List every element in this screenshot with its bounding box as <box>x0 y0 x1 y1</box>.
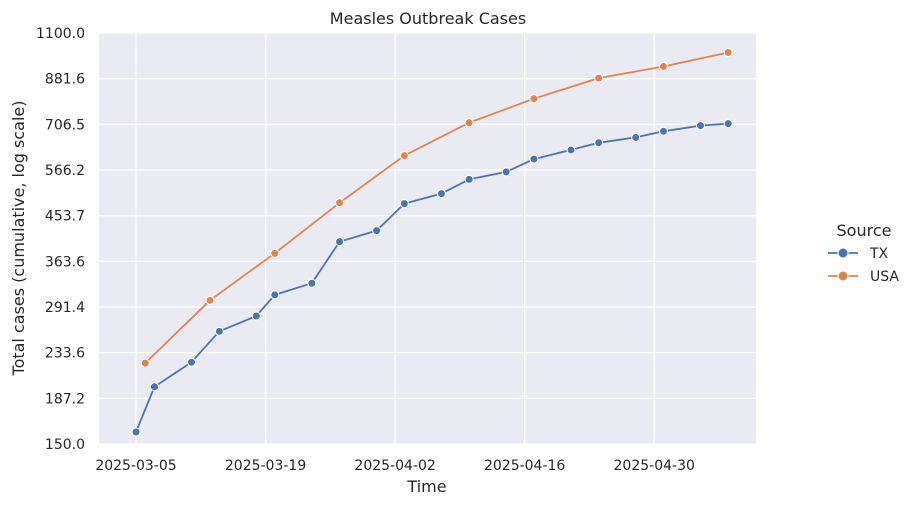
x-tick-label: 2025-03-19 <box>225 458 306 474</box>
data-point-tx <box>631 132 641 142</box>
data-point-tx <box>658 126 668 136</box>
data-point-tx <box>594 138 604 148</box>
x-tick-label: 2025-03-05 <box>95 458 176 474</box>
legend: Source TX USA <box>828 221 899 285</box>
data-point-usa <box>529 94 539 104</box>
y-tick-label: 150.0 <box>45 437 85 453</box>
y-tick-label: 453.7 <box>45 209 85 225</box>
data-point-tx <box>436 189 446 199</box>
data-point-tx <box>335 237 345 247</box>
series-line-usa <box>144 51 729 364</box>
legend-items: TX USA <box>828 246 899 285</box>
x-tick-label: 2025-04-30 <box>614 458 695 474</box>
data-point-tx <box>307 278 317 288</box>
data-point-tx <box>566 145 576 155</box>
chart-title: Measles Outbreak Cases <box>330 9 526 28</box>
plot-area <box>99 33 756 444</box>
data-point-tx <box>695 121 705 131</box>
legend-marker <box>837 270 849 282</box>
y-tick-label: 706.5 <box>45 117 85 133</box>
x-tick-labels: 2025-03-05 2025-03-19 2025-04-02 2025-04-16… <box>95 458 695 474</box>
data-point-usa <box>335 198 345 208</box>
data-point-tx <box>214 326 224 336</box>
data-point-tx <box>723 119 733 129</box>
y-gridlines <box>99 32 756 445</box>
y-tick-label: 363.6 <box>45 254 85 270</box>
data-point-usa <box>399 151 409 161</box>
data-point-usa <box>594 73 604 83</box>
series-lines <box>135 51 729 433</box>
series-points <box>131 47 733 437</box>
legend-marker <box>837 247 849 259</box>
data-point-tx <box>372 226 382 236</box>
x-tick-label: 2025-04-16 <box>484 458 565 474</box>
y-tick-label: 233.6 <box>45 346 85 362</box>
data-point-usa <box>205 295 215 305</box>
data-point-tx <box>131 427 141 437</box>
data-point-usa <box>464 118 474 128</box>
x-axis-label: Time <box>406 477 446 496</box>
y-tick-label: 291.4 <box>45 300 85 316</box>
data-point-tx <box>150 382 160 392</box>
data-point-tx <box>251 311 261 321</box>
legend-title: Source <box>837 221 892 240</box>
series-line-tx <box>135 122 729 433</box>
data-point-tx <box>464 174 474 184</box>
data-point-usa <box>140 358 150 368</box>
data-point-tx <box>270 290 280 300</box>
data-point-usa <box>658 62 668 72</box>
data-point-tx <box>187 357 197 367</box>
data-point-usa <box>270 248 280 258</box>
y-tick-label: 1100.0 <box>36 26 85 42</box>
y-tick-label: 566.2 <box>45 163 85 179</box>
legend-item-tx: TX <box>828 246 889 262</box>
legend-item-usa: USA <box>828 269 899 285</box>
data-point-tx <box>529 154 539 164</box>
y-tick-labels: 150.0 187.2 233.6 291.4 363.6 453.7 566.2 706.5… <box>36 26 85 453</box>
data-point-tx <box>501 167 511 177</box>
y-tick-label: 881.6 <box>45 72 85 88</box>
y-axis-label: Total cases (cumulative, log scale) <box>9 101 28 377</box>
x-tick-label: 2025-04-02 <box>354 458 435 474</box>
legend-label: USA <box>870 269 899 285</box>
data-point-usa <box>723 47 733 57</box>
data-point-tx <box>399 199 409 209</box>
legend-label: TX <box>869 246 889 262</box>
y-tick-label: 187.2 <box>45 391 85 407</box>
